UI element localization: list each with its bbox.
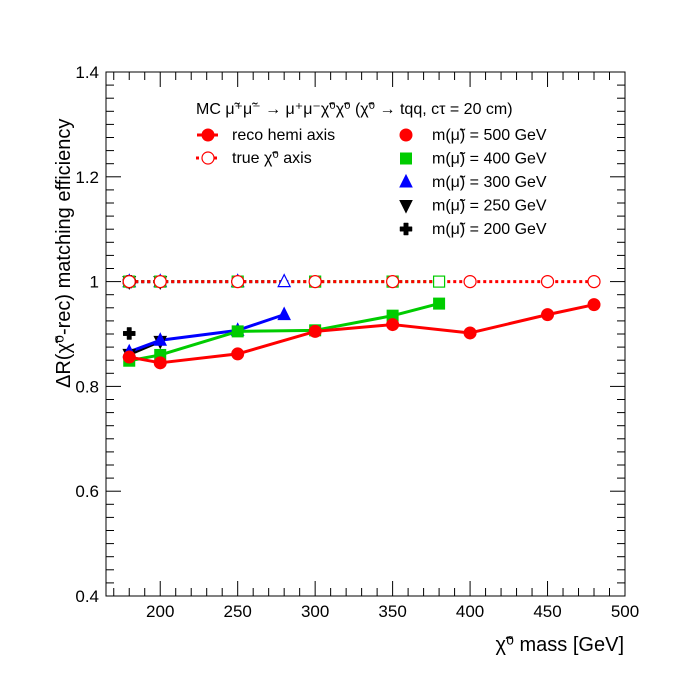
reco-point-series-2 <box>277 306 291 321</box>
truth-point-series-0 <box>308 275 322 289</box>
legend-series-marker <box>399 222 413 236</box>
series-markers-layer <box>122 273 601 370</box>
y-tick-label: 1.2 <box>75 168 99 187</box>
truth-point-series-0 <box>587 275 601 289</box>
truth-point-series-0 <box>386 275 400 289</box>
reco-point-series-0 <box>122 350 136 364</box>
reco-point-series-1 <box>231 325 244 338</box>
legend-series-label: m(μ̃) = 500 GeV <box>432 127 547 144</box>
x-tick-label: 350 <box>378 602 406 621</box>
truth-point-series-0 <box>153 275 167 289</box>
reco-point-series-0 <box>587 298 601 312</box>
truth-point-series-0 <box>122 275 136 289</box>
truth-point-series-0 <box>231 275 245 289</box>
reco-line-series-0 <box>128 303 595 365</box>
x-tick-label: 250 <box>223 602 251 621</box>
legend-series-label: m(μ̃) = 300 GeV <box>432 174 547 191</box>
y-tick-label: 1 <box>90 273 99 292</box>
y-axis-title: ΔR(χ̃⁰-rec) matching efficiency <box>53 119 75 388</box>
truth-point-series-2 <box>277 273 292 288</box>
legend-reco-marker <box>201 128 215 142</box>
y-tick-label: 0.6 <box>75 482 99 501</box>
legend-series-marker <box>399 128 413 142</box>
legend-series-label: m(μ̃) = 400 GeV <box>432 151 547 168</box>
legend: MC μ̃⁺μ̃⁻ → μ⁺μ⁻χ̃⁰χ̃⁰ (χ̃⁰ → tqq, cτ = … <box>196 101 547 238</box>
x-tick-label: 300 <box>301 602 329 621</box>
reco-point-series-0 <box>386 318 400 332</box>
legend-series-label: m(μ̃) = 200 GeV <box>432 221 547 238</box>
truth-point-series-0 <box>540 275 555 289</box>
reco-line-series-2 <box>128 313 285 354</box>
legend-series-marker <box>399 173 413 188</box>
reco-point-series-0 <box>153 356 167 370</box>
x-tick-label: 500 <box>611 602 639 621</box>
legend-series-marker <box>400 152 412 165</box>
reco-point-series-0 <box>541 308 555 322</box>
legend-truth-marker <box>201 151 215 165</box>
truth-point-series-0 <box>463 275 477 289</box>
reco-point-series-0 <box>308 324 322 338</box>
legend-series-label: m(μ̃) = 250 GeV <box>432 198 547 215</box>
x-axis-title: χ̃⁰ mass [GeV] <box>495 634 624 656</box>
legend-style-label: true χ̃⁰ axis <box>232 150 312 167</box>
x-tick-label: 450 <box>533 602 561 621</box>
y-tick-label: 1.4 <box>75 63 99 82</box>
legend-series-marker <box>399 200 413 214</box>
x-tick-label: 400 <box>456 602 484 621</box>
reco-point-series-2 <box>153 332 168 346</box>
legend-title: MC μ̃⁺μ̃⁻ → μ⁺μ⁻χ̃⁰χ̃⁰ (χ̃⁰ → tqq, cτ = … <box>196 101 513 118</box>
x-tick-label: 200 <box>146 602 174 621</box>
truth-point-series-1 <box>432 275 446 288</box>
reco-point-series-1 <box>433 297 446 310</box>
legend-style-label: reco hemi axis <box>232 127 335 144</box>
y-tick-label: 0.8 <box>75 377 99 396</box>
reco-point-series-0 <box>463 326 477 340</box>
plot-frame <box>105 71 626 597</box>
y-tick-label: 0.4 <box>75 587 99 606</box>
reco-point-series-0 <box>231 347 245 361</box>
axes-layer: 200 250 300 350 400 450 500 0.4 0.6 0.8 1 1.2 1.4 <box>75 63 639 621</box>
reco-point-series-4 <box>122 327 136 340</box>
